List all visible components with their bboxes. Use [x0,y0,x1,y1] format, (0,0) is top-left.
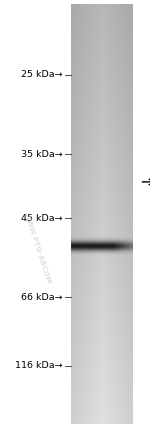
Text: 116 kDa→: 116 kDa→ [15,361,63,371]
Text: 25 kDa→: 25 kDa→ [21,70,63,80]
Text: 45 kDa→: 45 kDa→ [21,214,63,223]
Text: 66 kDa→: 66 kDa→ [21,293,63,302]
Text: WWW.PTG-ABCOM: WWW.PTG-ABCOM [23,211,52,285]
Text: 35 kDa→: 35 kDa→ [21,149,63,159]
